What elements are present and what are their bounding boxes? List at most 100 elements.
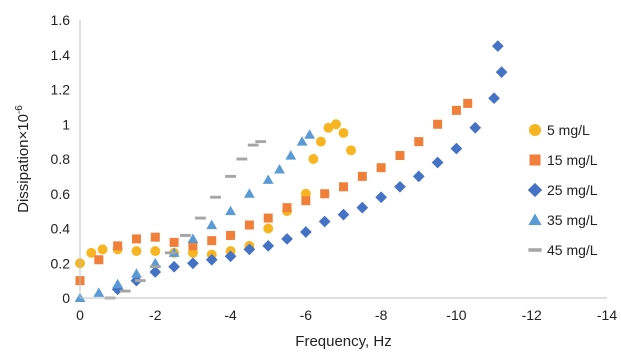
point-series-3-16 <box>394 180 406 193</box>
point-series-3-21 <box>488 92 500 105</box>
point-series-3-9 <box>262 240 275 252</box>
x-tick-label: -12 <box>522 307 542 323</box>
point-series-1-12 <box>263 223 274 234</box>
legend-marker-1 <box>528 123 542 137</box>
x-tick-label: -14 <box>597 307 617 323</box>
point-series-4-15 <box>304 129 316 139</box>
legend-label-3: 25 mg/L <box>547 182 598 198</box>
y-tick-label: 0.6 <box>51 186 71 202</box>
x-tick-label: -4 <box>224 307 237 323</box>
point-series-3-7 <box>224 250 237 263</box>
point-series-4-8 <box>206 219 218 230</box>
legend-marker-2 <box>529 154 541 166</box>
point-series-2-14 <box>320 189 330 199</box>
point-series-5-10 <box>236 157 248 161</box>
point-series-3-15 <box>375 191 387 204</box>
point-series-4-13 <box>285 150 297 160</box>
point-series-5-9 <box>225 174 236 178</box>
x-tick-label: 0 <box>76 307 84 323</box>
point-series-3-5 <box>187 257 199 270</box>
point-series-2-16 <box>357 171 367 181</box>
point-series-4-14 <box>296 136 308 146</box>
point-series-4-12 <box>274 164 285 174</box>
point-series-5-11 <box>247 143 259 147</box>
x-tick-label: -6 <box>300 307 313 323</box>
point-series-2-20 <box>433 119 443 129</box>
y-axis-title: Dissipation×10-6 <box>14 105 32 213</box>
y-tick-label: 0 <box>62 290 70 306</box>
point-series-3-6 <box>205 253 218 266</box>
point-series-2-21 <box>451 105 461 115</box>
point-series-2-19 <box>414 137 424 147</box>
point-series-4-5 <box>149 257 161 268</box>
point-series-3-11 <box>300 226 312 238</box>
legend-label-2: 15 mg/L <box>547 152 598 168</box>
point-series-5-3 <box>134 279 146 283</box>
point-series-3-18 <box>431 156 444 169</box>
point-series-3-17 <box>412 170 425 183</box>
point-series-2-9 <box>226 230 236 240</box>
point-series-2-8 <box>207 236 217 246</box>
point-series-4-2 <box>93 287 105 297</box>
y-tick-label: 0.8 <box>51 151 71 167</box>
point-series-1-3 <box>97 244 108 255</box>
point-series-2-4 <box>131 234 141 244</box>
point-series-1-16 <box>315 136 326 147</box>
point-series-2-22 <box>463 98 473 108</box>
point-series-1-18 <box>331 119 341 130</box>
point-series-3-3 <box>149 266 162 278</box>
point-series-2-10 <box>244 220 254 230</box>
y-tick-label: 1.6 <box>51 12 71 28</box>
point-series-3-4 <box>168 260 180 273</box>
legend-marker-3 <box>527 182 543 198</box>
point-series-3-20 <box>469 121 482 134</box>
point-series-1-2 <box>86 247 97 258</box>
point-series-3-14 <box>356 201 369 214</box>
legend-marker-5 <box>528 248 542 252</box>
point-series-5-2 <box>119 289 131 293</box>
point-series-4-10 <box>243 188 255 198</box>
point-series-4-7 <box>187 233 199 243</box>
y-axis-title-main: Dissipation×10 <box>15 114 32 213</box>
y-axis-title-superscript: -6 <box>14 105 25 114</box>
point-series-3-19 <box>450 142 463 155</box>
point-series-5-4 <box>149 265 161 269</box>
legend-label-4: 35 mg/L <box>547 212 598 228</box>
point-series-3-23 <box>491 40 504 52</box>
point-series-1-15 <box>308 154 319 164</box>
point-series-5-6 <box>180 234 191 237</box>
point-series-1-17 <box>323 122 334 133</box>
point-series-3-22 <box>495 66 508 78</box>
point-series-3-12 <box>318 215 331 228</box>
point-series-3-13 <box>337 208 350 221</box>
y-axis-tick-labels: 0 0.2 0.4 0.6 0.8 1 1.2 1.4 1.6 <box>51 12 71 306</box>
point-series-5-5 <box>164 251 176 255</box>
legend-label-1: 5 mg/L <box>547 122 590 138</box>
y-tick-label: 0.2 <box>51 255 71 271</box>
point-series-1-5 <box>131 246 142 257</box>
x-tick-label: -2 <box>149 307 162 323</box>
y-tick-label: 1 <box>62 116 70 132</box>
point-series-1-19 <box>338 127 349 138</box>
point-series-4-3 <box>112 278 124 289</box>
point-series-2-3 <box>113 241 123 251</box>
point-series-4-4 <box>131 268 142 278</box>
point-series-3-8 <box>243 243 256 256</box>
point-series-2-15 <box>339 182 348 192</box>
point-series-4-11 <box>262 174 274 184</box>
point-series-5-7 <box>195 216 206 220</box>
y-tick-label: 0.4 <box>51 221 71 237</box>
x-tick-label: -8 <box>375 307 388 323</box>
point-series-2-6 <box>169 237 179 247</box>
legend-marker-4 <box>528 213 542 225</box>
point-series-3-10 <box>281 233 293 245</box>
point-series-4-9 <box>225 205 236 216</box>
point-series-1-20 <box>346 145 356 156</box>
y-tick-label: 1.4 <box>51 47 71 63</box>
point-series-5-8 <box>210 195 221 199</box>
data-marks <box>74 40 508 303</box>
y-tick-label: 1.2 <box>51 82 71 98</box>
legend: 5 mg/L 15 mg/L 25 mg/L 35 mg/L 45 mg/L <box>527 122 598 258</box>
point-series-2-7 <box>188 241 198 251</box>
